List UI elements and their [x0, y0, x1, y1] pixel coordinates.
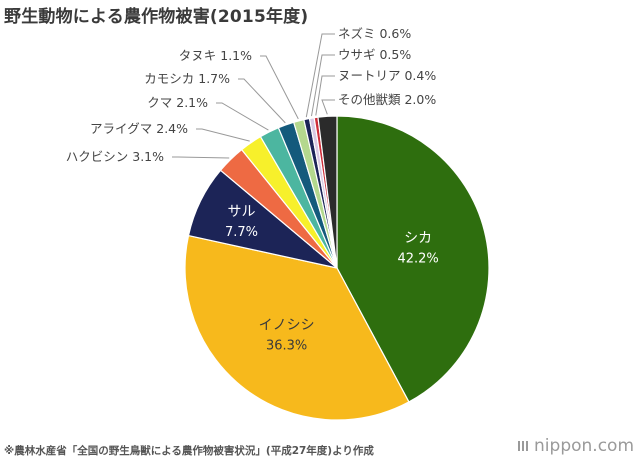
- outside-label-10: ヌートリア 0.4%: [338, 68, 436, 83]
- outside-label-4: アライグマ 2.4%: [90, 121, 188, 136]
- slice-value-2: 7.7%: [225, 225, 258, 240]
- outside-label-5: クマ 2.1%: [147, 95, 208, 110]
- pie-labels: シカ 42.2% イノシシ 36.3% サル 7.7% ハクビシン 3.1% アライグマ 2.…: [66, 26, 439, 354]
- leader-line-11: [321, 99, 335, 115]
- slice-label-0: シカ: [404, 231, 432, 247]
- slice-value-1: 36.3%: [266, 339, 307, 354]
- brand-text: nippon.com: [534, 436, 634, 456]
- outside-label-11: その他獣類 2.0%: [338, 92, 436, 107]
- leader-line-9: [311, 54, 335, 117]
- leader-line-7: [260, 55, 299, 120]
- pie-slice-11: [317, 115, 338, 269]
- slice-value-0: 42.2%: [397, 252, 438, 267]
- outside-label-6: カモシカ 1.7%: [144, 71, 230, 86]
- source-footnote: ※農林水産省「全国の野生鳥獣による農作物被害状況」(平成27年度)より作成: [4, 445, 374, 457]
- pie-slice-1: [184, 234, 410, 421]
- outside-label-8: ネズミ 0.6%: [338, 26, 411, 41]
- leader-line-5: [216, 102, 269, 131]
- nippon-mark-icon: [518, 441, 529, 451]
- chart-title: 野生動物による農作物被害(2015年度): [4, 7, 309, 27]
- leader-line-6: [238, 78, 286, 124]
- pie-chart: シカ 42.2% イノシシ 36.3% サル 7.7% ハクビシン 3.1% アライグマ 2.…: [66, 26, 490, 421]
- outside-label-9: ウサギ 0.5%: [338, 47, 411, 62]
- nippon-logo: nippon.com: [517, 436, 634, 456]
- outside-label-3: ハクビシン 3.1%: [66, 149, 164, 164]
- pie-slices: [184, 115, 490, 421]
- slice-label-1: イノシシ: [259, 318, 315, 334]
- leader-line-10: [315, 75, 335, 116]
- slice-label-2: サル: [228, 204, 256, 220]
- leader-line-8: [305, 33, 335, 118]
- leader-line-4: [196, 128, 250, 142]
- leader-line-3: [172, 156, 230, 159]
- pie-slice-0: [336, 115, 490, 403]
- outside-label-7: タヌキ 1.1%: [179, 48, 252, 63]
